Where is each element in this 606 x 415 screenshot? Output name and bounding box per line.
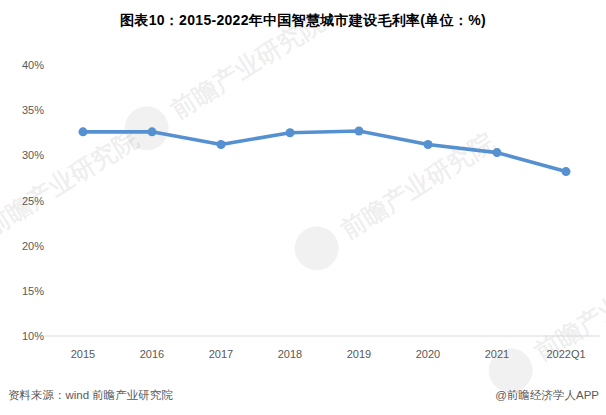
data-point-2021 [493, 148, 502, 157]
x-tick-label-2018: 2018 [278, 348, 302, 360]
x-tick-label-2020: 2020 [416, 348, 440, 360]
x-tick-label-2015: 2015 [71, 348, 95, 360]
data-point-2017 [217, 140, 226, 149]
y-tick-label-40: 40% [22, 59, 44, 71]
source-note: 资料来源：wind 前瞻产业研究院 [8, 388, 173, 403]
data-point-2020 [424, 140, 433, 149]
y-tick-label-35: 35% [22, 104, 44, 116]
data-point-2015 [79, 127, 88, 136]
y-tick-label-20: 20% [22, 240, 44, 252]
x-tick-label-2022Q1: 2022Q1 [546, 348, 585, 360]
data-point-2019 [355, 126, 364, 135]
x-tick-label-2016: 2016 [140, 348, 164, 360]
data-point-2016 [148, 127, 157, 136]
data-point-2022Q1 [562, 167, 571, 176]
y-tick-label-10: 10% [22, 330, 44, 342]
x-tick-label-2019: 2019 [347, 348, 371, 360]
data-point-2018 [286, 128, 295, 137]
y-tick-label-30: 30% [22, 149, 44, 161]
y-tick-label-15: 15% [22, 285, 44, 297]
x-tick-label-2021: 2021 [485, 348, 509, 360]
credit-note: @前瞻经济学人APP [495, 388, 599, 403]
x-tick-label-2017: 2017 [209, 348, 233, 360]
line-chart: 10% 15% 20% 25% 30% 35% 40% 2015 2016 2017 2018 201… [0, 0, 606, 415]
y-tick-label-25: 25% [22, 195, 44, 207]
chart-page: 前瞻产业研究院 前瞻产业研究院 前瞻产业研究院 前瞻产业研究院 图表10：201… [0, 0, 606, 415]
